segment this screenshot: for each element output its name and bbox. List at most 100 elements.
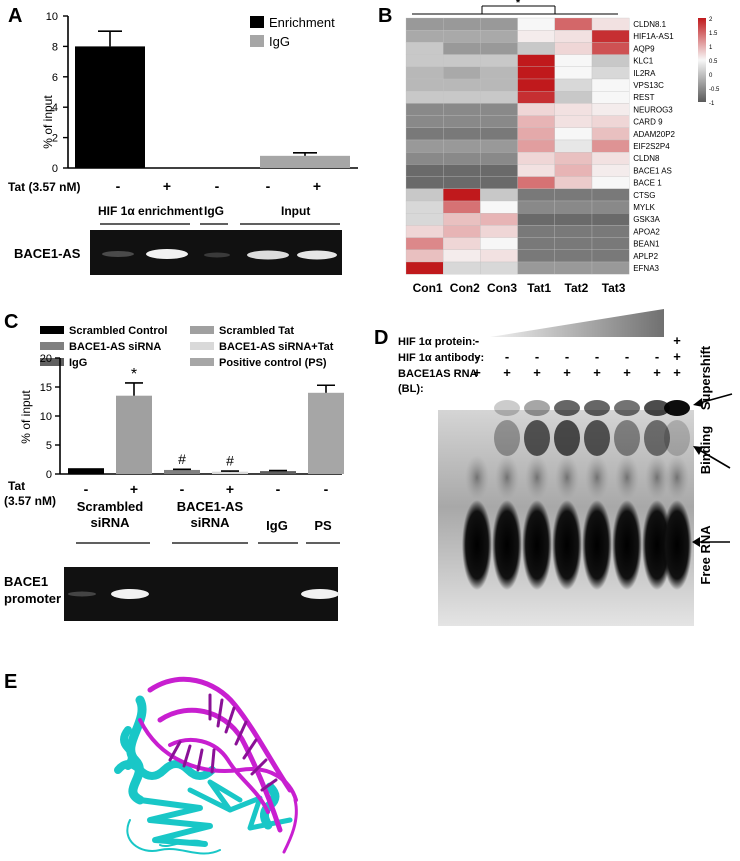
- legend-swatch-c-3: [190, 342, 214, 350]
- rna-structure: [138, 676, 298, 854]
- col-label-4: Tat2: [565, 281, 589, 295]
- heat-cell-6-0: [405, 91, 444, 104]
- emsa-smear-0: [465, 455, 489, 500]
- heat-cell-7-0: [405, 103, 444, 116]
- arrowhead-free-rna: [692, 537, 700, 547]
- emsa-supershift-band-4: [584, 400, 610, 416]
- heat-cell-0-4: [554, 17, 593, 31]
- legend-swatch-c-4: [40, 358, 64, 366]
- gel-c-group-bace-1: BACE1-AS: [177, 499, 244, 514]
- row-label-12: BACE1 AS: [633, 166, 672, 175]
- panel-c: C Scrambled Control Scrambled Tat BACE1-AS…: [4, 311, 344, 621]
- tat-mark-c-5: -: [324, 481, 329, 497]
- annotation-hash-2: #: [226, 453, 234, 469]
- heat-cell-9-4: [554, 127, 593, 141]
- heat-cell-15-0: [405, 200, 444, 214]
- emsa-binding-band-7: [664, 420, 690, 456]
- gel-c-group-ps: PS: [314, 518, 332, 533]
- heat-cell-18-2: [480, 237, 518, 250]
- heat-cell-16-3: [517, 213, 555, 226]
- heat-cell-4-3: [517, 66, 555, 80]
- row-label-9: ADAM20P2: [633, 130, 675, 139]
- heat-cell-2-1: [443, 42, 481, 55]
- row-label-3: KLC1: [633, 57, 654, 66]
- bar-c-2: [164, 469, 200, 474]
- heat-cell-12-1: [443, 164, 481, 177]
- heat-cell-8-4: [554, 115, 593, 128]
- heat-cell-10-3: [517, 139, 555, 153]
- legend-label-c-2: BACE1-AS siRNA: [69, 341, 161, 353]
- heat-cell-19-1: [443, 249, 481, 263]
- legend-igg: IgG: [269, 34, 290, 49]
- col-label-1: Con2: [450, 281, 480, 295]
- heat-cell-0-3: [517, 17, 555, 31]
- heat-cell-20-2: [480, 261, 518, 275]
- heat-cell-5-2: [480, 78, 518, 92]
- heat-cell-16-5: [591, 213, 630, 226]
- bar-c-0: [68, 468, 104, 474]
- row-label-2: AQP9: [633, 44, 655, 53]
- heat-cell-6-4: [554, 91, 593, 104]
- legend-swatch-c-0: [40, 326, 64, 334]
- col-label-5: Tat3: [602, 281, 626, 295]
- heat-cell-3-1: [443, 54, 481, 67]
- rna-tail: [282, 798, 298, 854]
- row-label-5: VPS13C: [633, 81, 664, 90]
- heat-cell-15-4: [554, 200, 593, 214]
- heatmap: [405, 17, 630, 275]
- panel-a-bars: [75, 30, 350, 168]
- heat-cell-14-4: [554, 188, 593, 202]
- emsa-mark-2-7: +: [673, 365, 681, 380]
- heat-cell-18-3: [517, 237, 555, 250]
- ytick-label-c-5: 5: [46, 440, 52, 452]
- heat-cell-9-3: [517, 127, 555, 141]
- heat-cell-3-5: [591, 54, 630, 67]
- emsa-free-band-0: [462, 500, 492, 590]
- colorbar-tick-2: 1: [709, 45, 713, 51]
- emsa-mark-1-3: -: [565, 349, 569, 364]
- panel-a-ylabel: % of input: [41, 95, 55, 149]
- heat-cell-17-1: [443, 225, 481, 238]
- label-binding: Binding: [698, 426, 713, 474]
- heat-cell-5-5: [591, 78, 630, 92]
- row-label-7: NEUROG3: [633, 105, 673, 114]
- heat-cell-13-5: [591, 176, 630, 189]
- annotation-star: *: [131, 366, 137, 383]
- tat-mark-a-3: -: [266, 178, 271, 194]
- heat-cell-2-4: [554, 42, 593, 55]
- heat-cell-18-1: [443, 237, 481, 250]
- emsa-binding-band-4: [584, 420, 610, 456]
- heat-cell-19-2: [480, 249, 518, 263]
- heat-cell-2-5: [591, 42, 630, 55]
- emsa-free-band-1: [492, 500, 522, 590]
- protein-sheet-3: [227, 795, 293, 831]
- gel-a-band-4: [247, 250, 289, 260]
- row-label-11: CLDN8: [633, 154, 660, 163]
- heat-cell-12-5: [591, 164, 630, 177]
- col-label-3: Tat1: [527, 281, 551, 295]
- heat-cell-20-0: [405, 261, 444, 275]
- row-label-19: APLP2: [633, 252, 658, 261]
- legend-swatch-c-1: [190, 326, 214, 334]
- heat-cell-17-0: [405, 225, 444, 238]
- heat-cell-20-5: [591, 261, 630, 275]
- emsa-smear-4: [585, 455, 609, 500]
- heat-cell-10-0: [405, 139, 444, 153]
- heat-cell-5-3: [517, 78, 555, 92]
- emsa-binding-band-5: [614, 420, 640, 456]
- emsa-binding-band-2: [524, 420, 550, 456]
- heat-cell-2-0: [405, 42, 444, 55]
- gel-a-group-igg: IgG: [204, 204, 224, 218]
- heat-cell-18-4: [554, 237, 593, 250]
- gel-a-row-label: BACE1-AS: [14, 246, 81, 261]
- emsa-mark-2-4: +: [593, 365, 601, 380]
- rna-backbone-1: [147, 676, 293, 793]
- panel-c-yticks: 0 5 10 15 20: [40, 353, 60, 481]
- heat-cell-7-3: [517, 103, 555, 116]
- protein-helix-4: [120, 726, 136, 770]
- gel-a-group-input: Input: [281, 204, 310, 218]
- heat-cell-13-3: [517, 176, 555, 189]
- protein-structure: [114, 695, 293, 855]
- heat-cell-0-0: [405, 17, 444, 31]
